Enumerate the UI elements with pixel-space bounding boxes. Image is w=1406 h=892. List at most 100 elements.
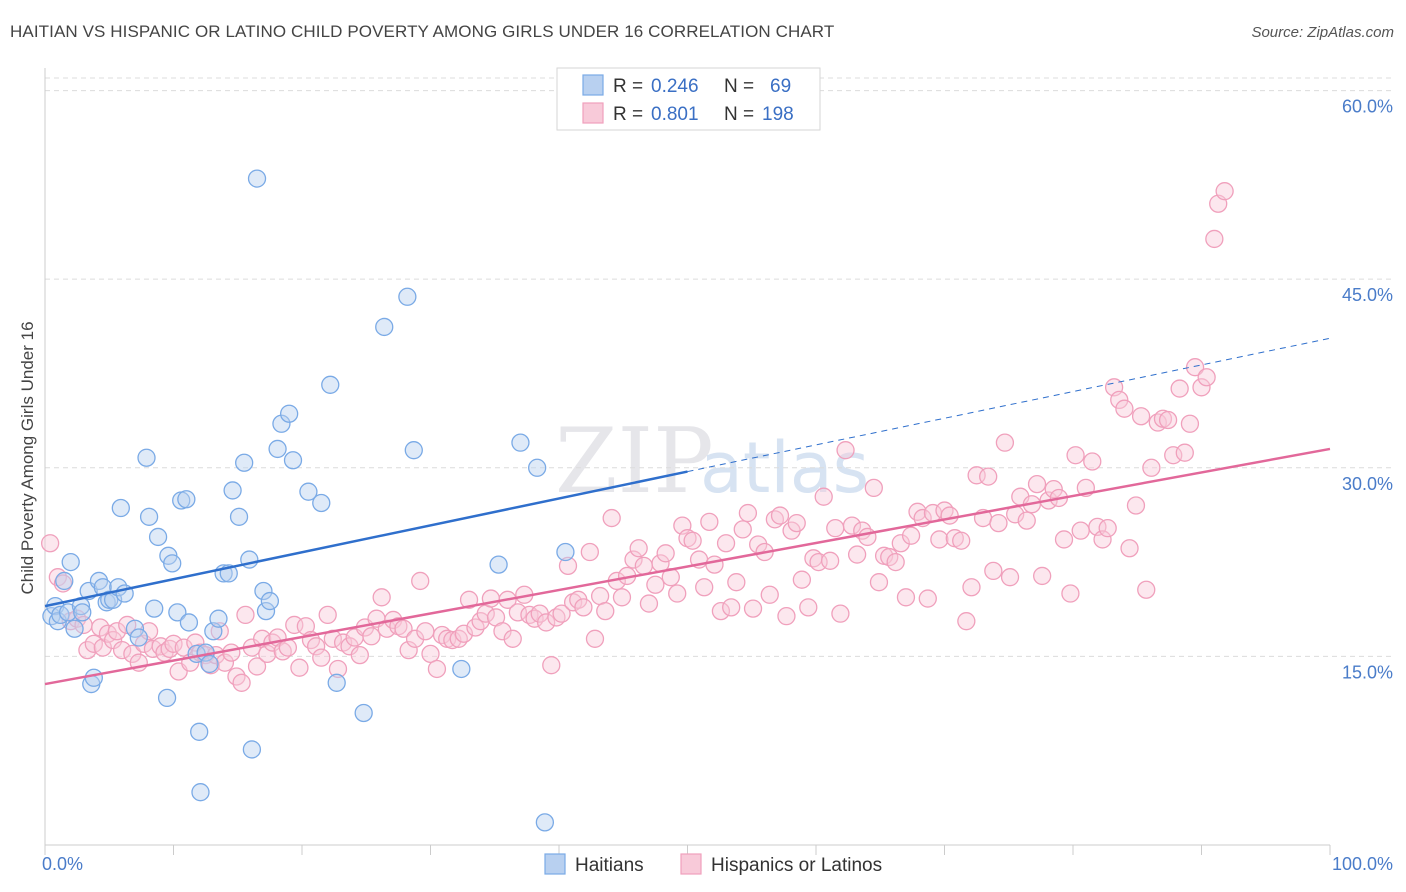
hispanic-point (362, 627, 381, 646)
hispanic-point (1054, 530, 1074, 549)
hispanic-point (957, 612, 976, 631)
haitian-point (55, 571, 74, 591)
hispanic-point (814, 487, 833, 506)
haitian-point (145, 599, 164, 618)
haitian-point (139, 507, 159, 526)
haitian-point (556, 542, 575, 562)
legend-n-value-2: 198 (762, 104, 794, 125)
hispanic-point (743, 599, 763, 618)
haitian-point (235, 453, 254, 472)
hispanic-point (1175, 443, 1194, 462)
hispanic-trend-line (44, 447, 1331, 686)
y-tick-label-0: 15.0% (1342, 662, 1393, 682)
hispanic-point (1215, 182, 1234, 201)
hispanic-point (629, 539, 648, 558)
hispanic-point (1000, 568, 1020, 587)
hispanic-point (1110, 390, 1129, 410)
y-tick-label-1: 30.0% (1342, 474, 1393, 494)
hispanic-point (1061, 584, 1080, 603)
haitian-point (200, 654, 219, 674)
hispanic-point (443, 630, 462, 650)
haitian-point (375, 317, 394, 337)
hispanic-point (901, 526, 921, 545)
haitian-point (256, 601, 276, 621)
hispanic-point (493, 622, 512, 641)
chart-source: Source: ZipAtlas.com (1251, 24, 1394, 41)
bottom-legend: Haitians Hispanics or Latinos (544, 853, 882, 876)
haitian-point (177, 490, 196, 509)
hispanic-point (454, 624, 474, 643)
legend-swatch-hispanics (582, 102, 604, 124)
hispanic-point (864, 478, 883, 498)
hispanic-point (646, 575, 665, 594)
hispanic-point (1164, 446, 1183, 465)
legend-box: R = 0.246 N = 69 R = 0.801 N = 198 (556, 67, 821, 131)
hispanic-point (112, 640, 132, 660)
hispanic-point (634, 556, 653, 576)
hispanic-point (1071, 521, 1090, 540)
hispanic-point (405, 629, 425, 648)
hispanic-point (372, 588, 391, 607)
hispanic-point (139, 622, 159, 641)
hispanic-point (258, 644, 277, 664)
hispanic-point (394, 619, 413, 638)
hispanic-point (1137, 580, 1156, 599)
watermark-zip: ZIP (555, 409, 714, 514)
hispanic-point (979, 467, 998, 486)
hispanic-point (290, 658, 309, 677)
hispanic-point (995, 433, 1015, 452)
haitian-point (209, 609, 228, 628)
hispanic-point (984, 561, 1003, 581)
legend-r-label-1: R = (613, 76, 643, 97)
hispanic-point (891, 534, 910, 553)
hispanic-point (886, 552, 905, 572)
hispanic-point (896, 588, 916, 607)
hispanic-point (733, 520, 752, 539)
hispanic-point (1197, 368, 1216, 387)
hispanic-point (727, 573, 746, 592)
hispanic-point (574, 598, 593, 617)
hispanic-point (350, 645, 369, 665)
x-tick-label-1: 100.0% (1332, 854, 1393, 874)
haitian-point (137, 448, 156, 467)
hispanic-point (711, 601, 731, 621)
hispanic-point (328, 659, 348, 679)
hispanic-point (107, 622, 127, 641)
hispanic-point (695, 578, 714, 597)
hispanic-point (989, 513, 1008, 533)
hispanic-point (84, 634, 103, 653)
hispanic-point (580, 542, 599, 562)
hispanic-point (164, 634, 183, 653)
bottom-legend-swatch-haitians (544, 853, 566, 875)
hispanic-point (596, 601, 615, 621)
hispanic-point (656, 544, 675, 563)
haitian-point (179, 613, 199, 632)
axes (44, 68, 1331, 855)
hispanic-point (792, 570, 812, 589)
hispanic-point (542, 656, 561, 675)
hispanic-point (449, 629, 468, 648)
hispanic-point (869, 573, 889, 592)
hispanic-point (918, 589, 937, 608)
haitian-point (223, 481, 242, 500)
y-tick-label-3: 60.0% (1342, 97, 1393, 117)
haitian-point (404, 441, 423, 460)
hispanic-point (820, 551, 840, 570)
hispanic-point (421, 644, 440, 664)
hispanic-point (1083, 452, 1102, 471)
legend-r-label-2: R = (613, 104, 643, 125)
tick-labels: 15.0% 30.0% 45.0% 60.0% 0.0% 100.0% (42, 97, 1393, 874)
hispanic-point (770, 506, 790, 525)
hispanic-point (1093, 530, 1112, 549)
hispanic-point (1017, 511, 1036, 530)
hispanic-point (558, 556, 578, 576)
hispanic-point (537, 613, 556, 632)
haitian-point (242, 740, 262, 759)
haitian-point (157, 688, 177, 708)
haitian-point (452, 659, 471, 679)
haitian-point (129, 628, 148, 647)
hispanic-point (306, 637, 326, 656)
bottom-legend-hispanics: Hispanics or Latinos (711, 855, 882, 876)
haitian-point (65, 619, 84, 638)
